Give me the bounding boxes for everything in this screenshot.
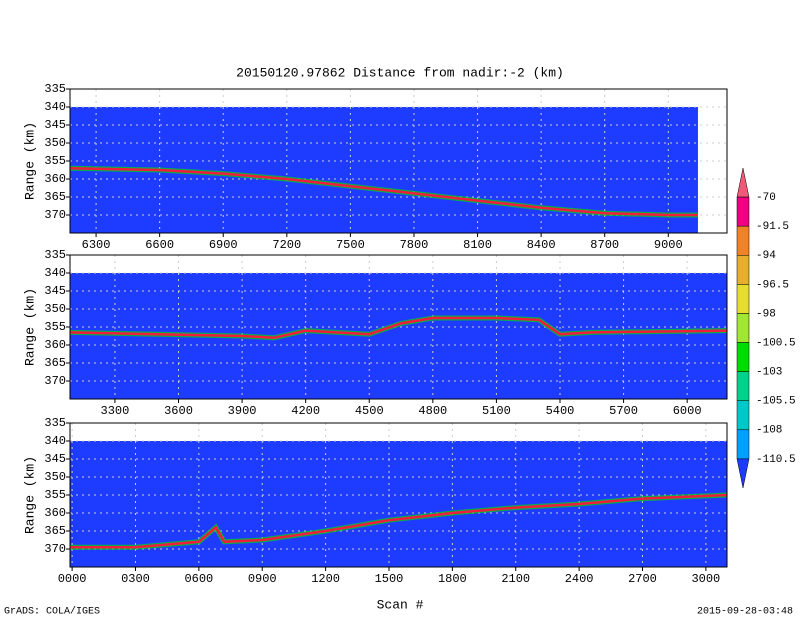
x-tick-label: 1500 bbox=[375, 572, 404, 586]
colorbar-label: -91.5 bbox=[756, 221, 789, 233]
y-tick-label: 335 bbox=[44, 248, 66, 262]
x-tick-label: 7200 bbox=[272, 238, 301, 252]
y-tick-label: 365 bbox=[44, 356, 66, 370]
y-tick-label: 355 bbox=[44, 320, 66, 334]
colorbar-segment bbox=[736, 225, 750, 256]
y-tick-label: 370 bbox=[44, 208, 66, 222]
x-tick-label: 2700 bbox=[628, 572, 657, 586]
x-tick-label: 0600 bbox=[184, 572, 213, 586]
surface-line bbox=[69, 166, 698, 217]
surface-line bbox=[70, 493, 728, 549]
x-tick-label: 3300 bbox=[101, 404, 130, 418]
y-tick-label: 365 bbox=[44, 524, 66, 538]
colorbar-segment bbox=[736, 255, 750, 285]
surface-line bbox=[69, 316, 728, 340]
colorbar-segment bbox=[736, 167, 750, 198]
x-tick-label: 9000 bbox=[654, 238, 683, 252]
footer-left: GrADS: COLA/IGES bbox=[4, 606, 100, 618]
colorbar-segment bbox=[736, 313, 750, 343]
x-tick-label: 3000 bbox=[691, 572, 720, 586]
y-tick-label: 355 bbox=[44, 154, 66, 168]
y-tick-label: 350 bbox=[44, 136, 66, 150]
colorbar-segment bbox=[736, 196, 750, 227]
x-tick-label: 8400 bbox=[527, 238, 556, 252]
y-tick-label: 345 bbox=[44, 284, 66, 298]
colorbar-label: -98 bbox=[756, 308, 776, 320]
plot-frame bbox=[69, 88, 728, 234]
footer-right: 2015-09-28-03:48 bbox=[697, 607, 793, 618]
x-tick-label: 4800 bbox=[418, 404, 447, 418]
colorbar-label: -94 bbox=[756, 250, 776, 262]
y-axis-label: Range (km) bbox=[22, 456, 37, 534]
y-axis-label: Range (km) bbox=[22, 288, 37, 366]
x-tick-label: 1800 bbox=[438, 572, 467, 586]
colorbar-label: -70 bbox=[756, 192, 776, 204]
x-tick-label: 6300 bbox=[82, 238, 111, 252]
echo-background bbox=[70, 441, 727, 567]
x-tick-label: 5100 bbox=[482, 404, 511, 418]
x-tick-label: 5700 bbox=[609, 404, 638, 418]
y-tick-label: 345 bbox=[44, 452, 66, 466]
colorbar-label: -96.5 bbox=[756, 279, 789, 291]
y-tick-label: 335 bbox=[44, 82, 66, 96]
y-tick-label: 360 bbox=[44, 338, 66, 352]
y-tick-label: 370 bbox=[44, 374, 66, 388]
x-tick-label: 3600 bbox=[164, 404, 193, 418]
x-tick-label: 7800 bbox=[400, 238, 429, 252]
y-tick-label: 355 bbox=[44, 488, 66, 502]
colorbar-segment bbox=[736, 284, 750, 314]
colorbar-segment bbox=[736, 429, 750, 460]
x-tick-label: 4500 bbox=[355, 404, 384, 418]
colorbar-label: -108 bbox=[756, 425, 782, 437]
y-tick-label: 360 bbox=[44, 506, 66, 520]
colorbar-label: -100.5 bbox=[756, 337, 796, 349]
y-tick-label: 350 bbox=[44, 470, 66, 484]
y-axis-label: Range (km) bbox=[22, 122, 37, 200]
x-tick-label: 6000 bbox=[673, 404, 702, 418]
colorbar-segment bbox=[736, 342, 750, 372]
x-tick-label: 6600 bbox=[145, 238, 174, 252]
x-tick-label: 6900 bbox=[209, 238, 238, 252]
colorbar-label: -103 bbox=[756, 367, 782, 379]
colorbar-label: -110.5 bbox=[756, 454, 796, 466]
x-tick-label: 2100 bbox=[501, 572, 530, 586]
y-tick-label: 340 bbox=[44, 266, 66, 280]
y-tick-label: 340 bbox=[44, 100, 66, 114]
x-tick-label: 8100 bbox=[463, 238, 492, 252]
x-tick-label: 5400 bbox=[546, 404, 575, 418]
x-tick-label: 4200 bbox=[291, 404, 320, 418]
x-tick-label: 1200 bbox=[311, 572, 340, 586]
x-tick-label: 7500 bbox=[336, 238, 365, 252]
y-tick-label: 345 bbox=[44, 118, 66, 132]
y-tick-label: 335 bbox=[44, 416, 66, 430]
y-tick-label: 340 bbox=[44, 434, 66, 448]
plot-frame bbox=[69, 422, 728, 568]
x-axis-label: Scan # bbox=[377, 597, 424, 612]
plot-frame bbox=[69, 254, 728, 400]
y-tick-label: 360 bbox=[44, 172, 66, 186]
colorbar-segment bbox=[736, 458, 750, 489]
x-tick-label: 8700 bbox=[590, 238, 619, 252]
y-tick-label: 370 bbox=[44, 542, 66, 556]
x-tick-label: 2400 bbox=[565, 572, 594, 586]
y-tick-label: 365 bbox=[44, 190, 66, 204]
x-tick-label: 0000 bbox=[58, 572, 87, 586]
y-tick-label: 350 bbox=[44, 302, 66, 316]
colorbar-label: -105.5 bbox=[756, 396, 796, 408]
colorbar-segment bbox=[736, 400, 750, 431]
x-tick-label: 3900 bbox=[228, 404, 257, 418]
chart-title: 20150120.97862 Distance from nadir:-2 (k… bbox=[236, 65, 564, 80]
x-tick-label: 0300 bbox=[121, 572, 150, 586]
colorbar-segment bbox=[736, 371, 750, 401]
x-tick-label: 0900 bbox=[248, 572, 277, 586]
